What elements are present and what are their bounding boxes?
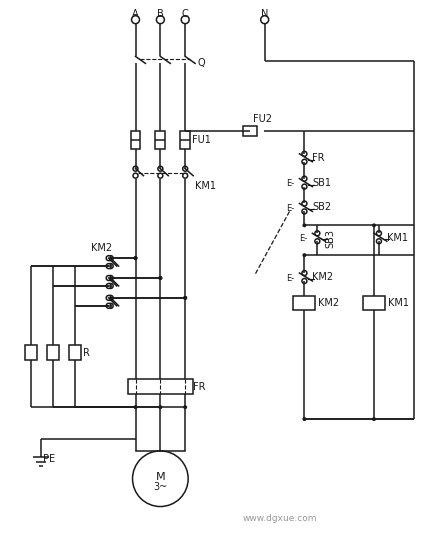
Bar <box>243 126 257 136</box>
Circle shape <box>302 253 307 257</box>
Circle shape <box>158 405 163 409</box>
Bar <box>155 131 165 149</box>
Circle shape <box>108 276 113 281</box>
Circle shape <box>106 256 111 261</box>
Text: C: C <box>182 9 189 19</box>
Text: SB3: SB3 <box>325 229 335 248</box>
Circle shape <box>302 176 307 181</box>
Circle shape <box>132 451 188 507</box>
Bar <box>47 345 59 360</box>
Circle shape <box>158 173 163 178</box>
Circle shape <box>108 256 113 261</box>
Circle shape <box>133 173 138 178</box>
Circle shape <box>106 295 111 300</box>
Text: E-: E- <box>286 204 295 213</box>
Circle shape <box>106 276 111 281</box>
Text: FR: FR <box>312 153 325 163</box>
Circle shape <box>134 256 138 260</box>
Text: SB1: SB1 <box>312 177 332 187</box>
Circle shape <box>132 16 139 23</box>
Text: KM2: KM2 <box>312 272 334 282</box>
Bar <box>69 345 81 360</box>
Text: KM2: KM2 <box>91 243 112 253</box>
Text: SB2: SB2 <box>312 203 332 213</box>
Text: B: B <box>157 9 164 19</box>
Circle shape <box>181 16 189 23</box>
Text: FU2: FU2 <box>253 114 272 124</box>
Text: FR: FR <box>193 382 206 392</box>
Circle shape <box>183 173 187 178</box>
Circle shape <box>157 16 164 23</box>
Circle shape <box>183 296 187 300</box>
Circle shape <box>158 276 163 280</box>
Circle shape <box>183 405 187 409</box>
Circle shape <box>302 271 307 276</box>
Circle shape <box>315 239 320 244</box>
Text: R: R <box>83 348 90 358</box>
Text: KM1: KM1 <box>195 181 216 191</box>
Bar <box>180 131 190 149</box>
Bar <box>128 379 193 395</box>
Circle shape <box>183 166 187 171</box>
Circle shape <box>302 184 307 189</box>
Text: KM1: KM1 <box>388 298 409 308</box>
Bar <box>294 296 315 310</box>
Text: A: A <box>132 9 139 19</box>
Circle shape <box>106 263 111 268</box>
Circle shape <box>372 417 376 421</box>
Text: 3~: 3~ <box>153 482 167 492</box>
Circle shape <box>108 295 113 300</box>
Text: www.dgxue.com: www.dgxue.com <box>243 514 317 523</box>
Text: M: M <box>156 472 165 482</box>
Circle shape <box>302 201 307 206</box>
Circle shape <box>302 159 307 164</box>
Circle shape <box>106 304 111 309</box>
Circle shape <box>315 231 320 236</box>
Bar <box>131 131 141 149</box>
Circle shape <box>376 231 381 236</box>
Text: PE: PE <box>43 454 55 464</box>
Bar <box>25 345 37 360</box>
Circle shape <box>134 405 138 409</box>
Circle shape <box>372 223 376 227</box>
Text: Q: Q <box>197 59 205 69</box>
Bar <box>363 296 385 310</box>
Text: E-: E- <box>299 234 307 243</box>
Circle shape <box>108 283 113 288</box>
Text: E-: E- <box>286 179 295 188</box>
Circle shape <box>261 16 269 23</box>
Circle shape <box>302 278 307 283</box>
Circle shape <box>133 166 138 171</box>
Circle shape <box>158 276 163 280</box>
Circle shape <box>106 283 111 288</box>
Text: KM2: KM2 <box>318 298 339 308</box>
Circle shape <box>302 417 307 421</box>
Circle shape <box>376 239 381 244</box>
Text: E-: E- <box>286 273 295 282</box>
Circle shape <box>302 151 307 156</box>
Circle shape <box>108 263 113 268</box>
Circle shape <box>302 209 307 214</box>
Circle shape <box>108 304 113 309</box>
Text: N: N <box>261 9 268 19</box>
Circle shape <box>158 166 163 171</box>
Circle shape <box>302 223 307 227</box>
Text: KM1: KM1 <box>387 233 408 243</box>
Text: FU1: FU1 <box>192 135 211 145</box>
Circle shape <box>134 256 138 260</box>
Circle shape <box>183 296 187 300</box>
